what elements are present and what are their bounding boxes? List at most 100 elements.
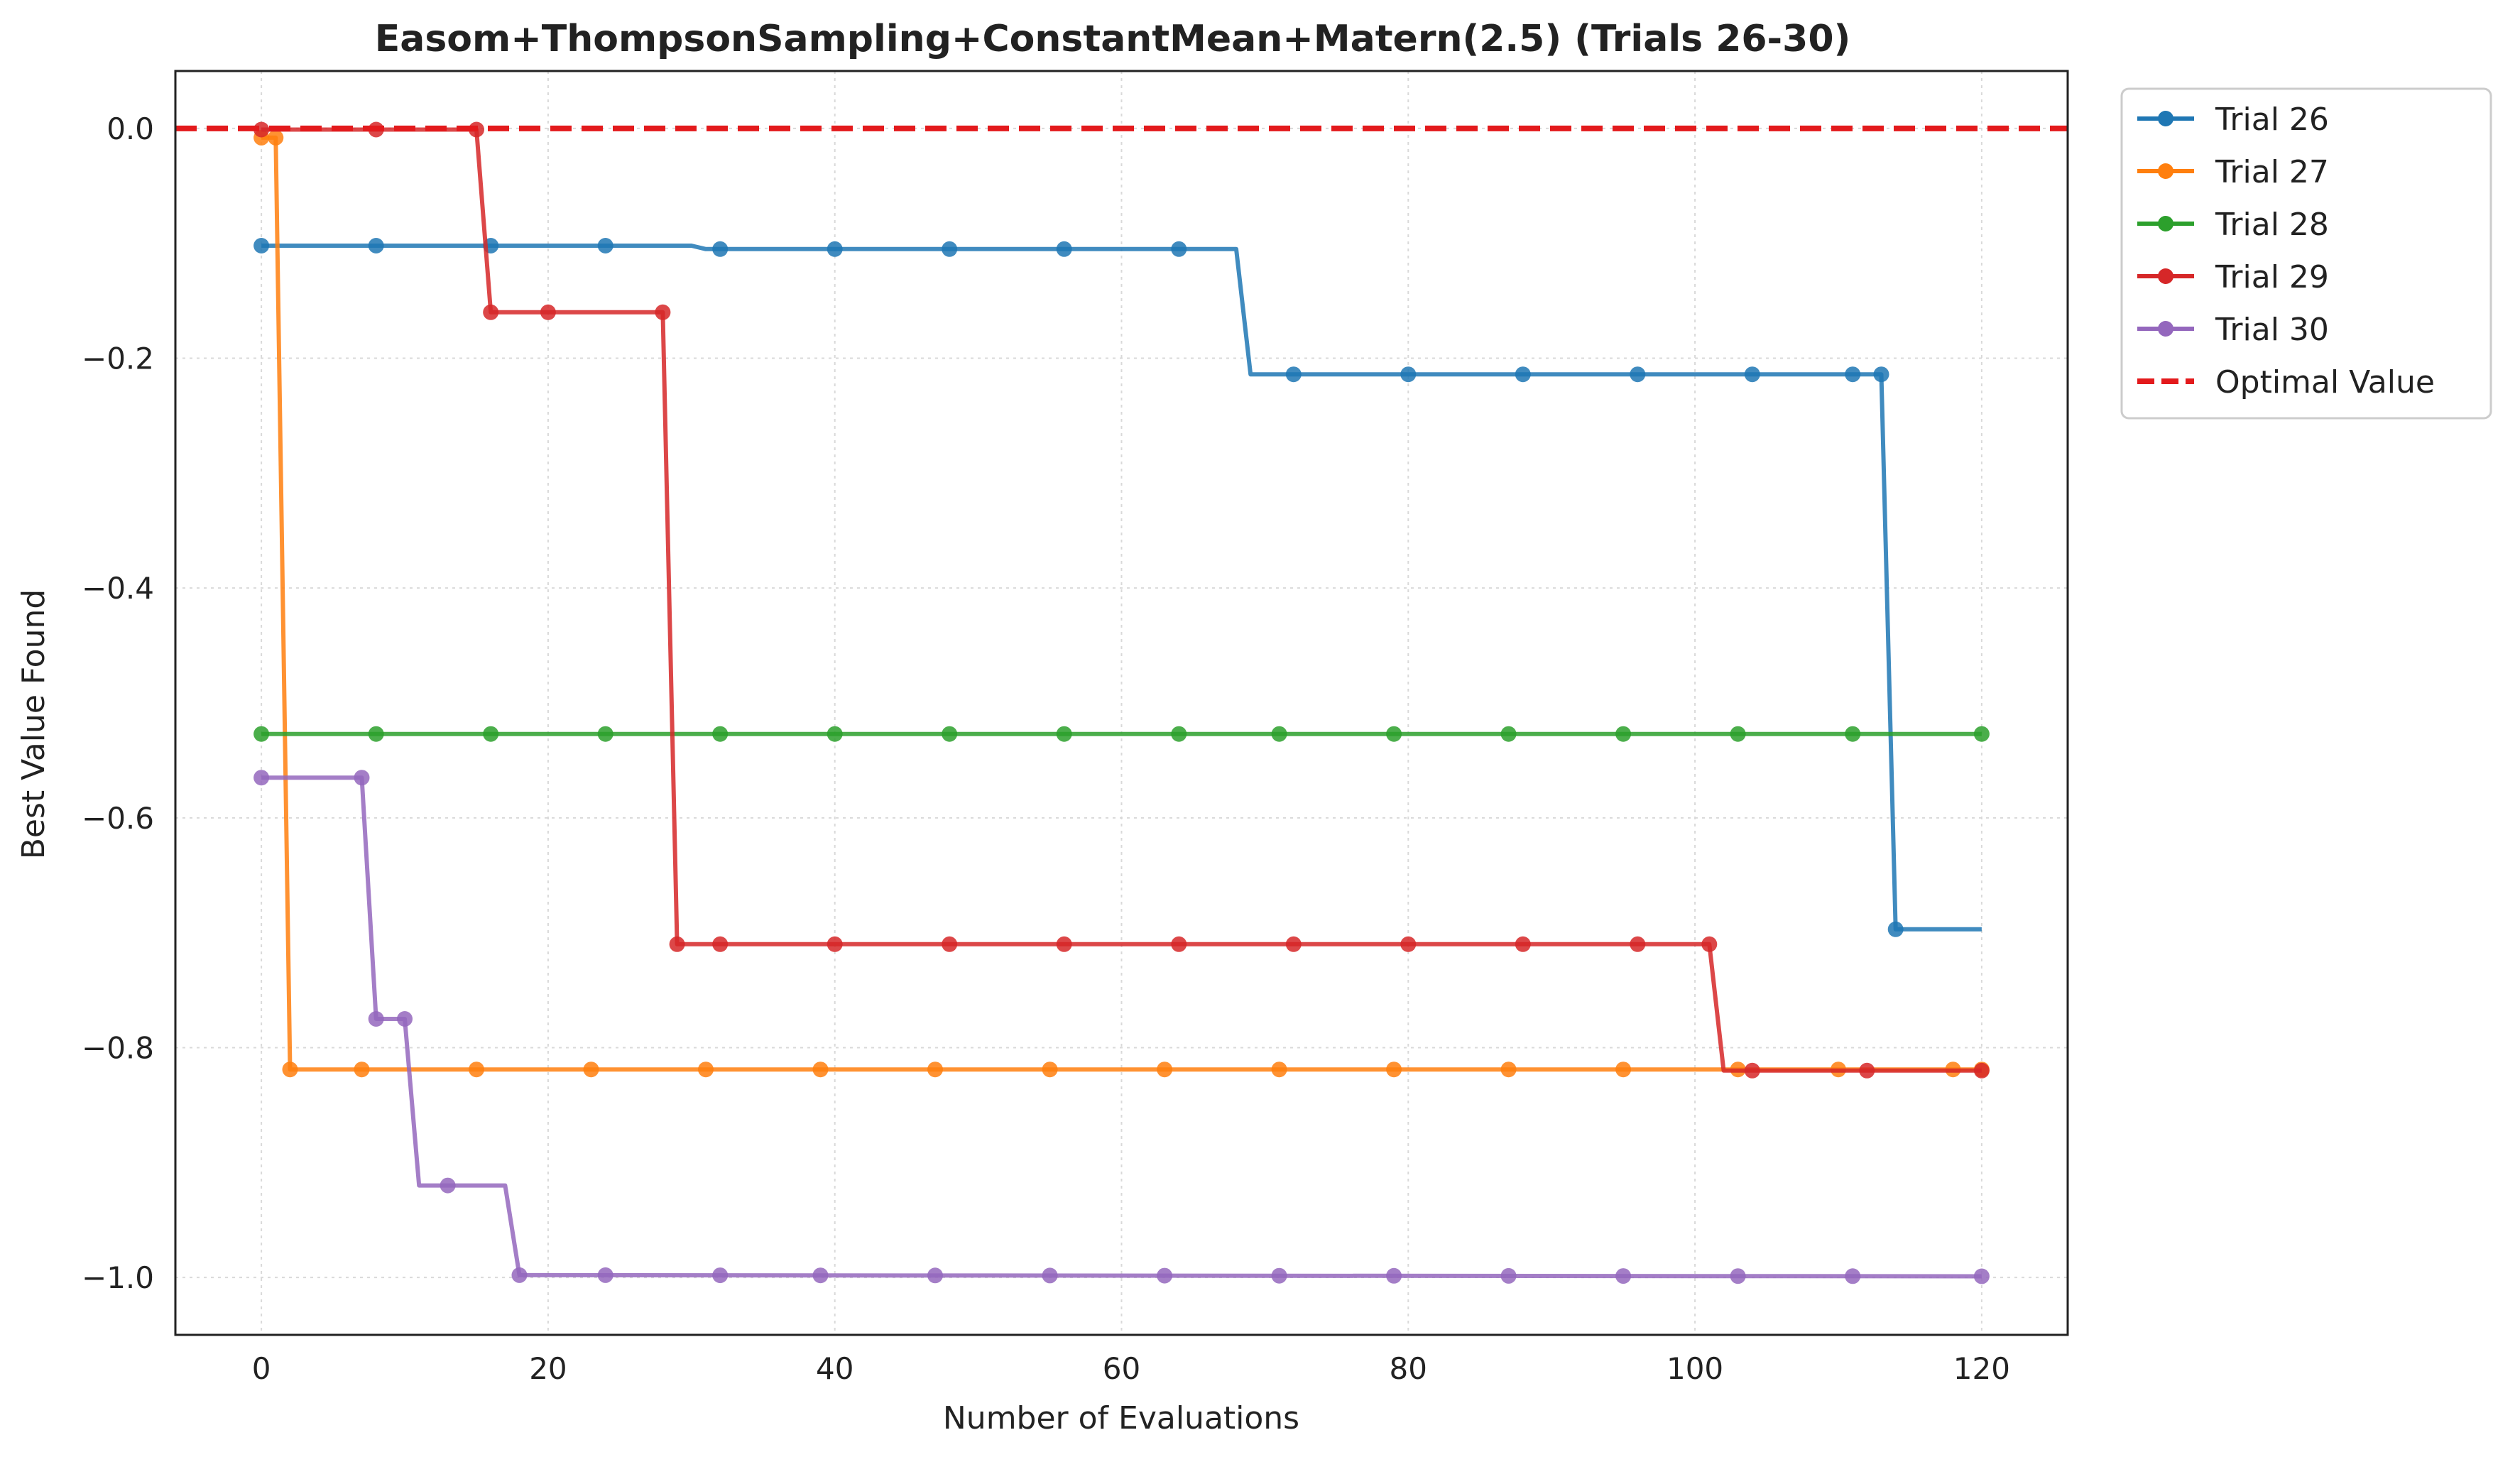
series-point xyxy=(712,726,729,742)
series-point xyxy=(368,238,384,253)
y-tick-label: −0.4 xyxy=(82,571,154,606)
series-point xyxy=(1386,1062,1402,1078)
series-point xyxy=(1285,366,1302,383)
series-line xyxy=(261,775,1982,1279)
series-point xyxy=(540,304,556,320)
legend-marker xyxy=(2158,216,2173,231)
series-point xyxy=(1873,366,1889,383)
series-point xyxy=(1515,366,1531,383)
series-point xyxy=(1630,936,1646,952)
chart-title: Easom+ThompsonSampling+ConstantMean+Mate… xyxy=(375,18,1851,60)
series-point xyxy=(1271,1267,1287,1284)
series-point xyxy=(1171,241,1187,257)
series-line xyxy=(261,244,1982,932)
series-point xyxy=(1285,936,1302,952)
y-axis-label: Best Value Found xyxy=(16,589,52,860)
series-point xyxy=(483,304,499,320)
x-tick-label: 0 xyxy=(252,1351,271,1386)
series-point xyxy=(397,1011,413,1027)
series-point xyxy=(1500,1062,1517,1078)
series-point xyxy=(1744,1062,1760,1079)
series-trial-27 xyxy=(253,129,1990,1078)
x-tick-label: 100 xyxy=(1667,1351,1723,1386)
legend-box xyxy=(2120,87,2492,420)
series-point xyxy=(827,936,843,952)
x-axis-label: Number of Evaluations xyxy=(943,1400,1299,1436)
series-point xyxy=(469,1062,484,1078)
series-point xyxy=(812,1267,829,1284)
series-trial-30 xyxy=(253,770,1990,1284)
plot-frame xyxy=(174,70,2069,1336)
legend-marker xyxy=(2158,268,2173,284)
series-point xyxy=(1615,1268,1632,1284)
series-point xyxy=(1500,726,1517,742)
legend-marker xyxy=(2158,163,2173,179)
legend-label: Trial 26 xyxy=(2215,102,2329,138)
y-axis-ticks: 0.0 −0.2 −0.4 −0.6 −0.8 −1.0 xyxy=(82,111,154,1295)
series-point xyxy=(1845,366,1861,383)
series-point xyxy=(812,1062,829,1078)
y-tick-label: −0.6 xyxy=(82,801,154,836)
legend-entry: Trial 29 xyxy=(2137,259,2329,295)
plot-area xyxy=(175,121,2068,1284)
series-point xyxy=(1400,936,1417,952)
series-point xyxy=(827,241,843,257)
series-trial-28 xyxy=(253,726,1990,742)
series-point xyxy=(827,726,843,742)
series-point xyxy=(1056,241,1072,257)
series-point xyxy=(1171,726,1187,742)
series-point xyxy=(253,770,270,786)
series-point xyxy=(354,1062,370,1078)
series-point xyxy=(712,936,729,952)
x-tick-label: 60 xyxy=(1103,1351,1140,1386)
series-line xyxy=(261,127,1982,1073)
series-point xyxy=(1157,1062,1173,1078)
series-point xyxy=(698,1062,714,1078)
series-point xyxy=(1845,1268,1861,1284)
series-point xyxy=(1157,1267,1173,1284)
series-point xyxy=(1400,366,1417,383)
series-point xyxy=(1973,726,1990,742)
series-point xyxy=(712,241,729,257)
series-point xyxy=(1271,726,1287,742)
series-point xyxy=(511,1267,528,1283)
series-point xyxy=(1630,366,1646,383)
legend-entry: Optimal Value xyxy=(2137,364,2435,400)
legend-entry: Trial 26 xyxy=(2137,102,2329,138)
y-tick-label: 0.0 xyxy=(107,111,154,146)
series-layer xyxy=(253,121,1990,1284)
legend-marker xyxy=(2158,321,2173,337)
legend-entry: Trial 28 xyxy=(2137,207,2329,243)
y-tick-label: −0.8 xyxy=(82,1030,154,1065)
series-point xyxy=(1386,1267,1402,1284)
series-point xyxy=(942,726,958,742)
series-point xyxy=(583,1062,599,1078)
series-point xyxy=(597,238,613,253)
series-point xyxy=(1730,726,1746,742)
x-tick-label: 80 xyxy=(1390,1351,1427,1386)
series-point xyxy=(927,1267,943,1284)
series-point xyxy=(1515,936,1531,952)
x-axis-ticks: 0 20 40 60 80 100 120 xyxy=(252,1351,2010,1386)
series-point xyxy=(597,726,613,742)
series-point xyxy=(942,936,958,952)
legend-label: Optimal Value xyxy=(2215,364,2435,400)
series-point xyxy=(1056,726,1072,742)
x-tick-label: 20 xyxy=(529,1351,567,1386)
series-point xyxy=(669,936,685,952)
series-point xyxy=(655,304,671,320)
series-point xyxy=(253,726,270,742)
series-point xyxy=(1271,1062,1287,1078)
x-tick-label: 40 xyxy=(816,1351,853,1386)
y-tick-label: −0.2 xyxy=(82,342,154,376)
legend-marker xyxy=(2158,111,2173,126)
series-point xyxy=(1973,1268,1990,1284)
series-point xyxy=(942,241,958,257)
series-point xyxy=(1615,1062,1632,1078)
series-point xyxy=(1730,1268,1746,1284)
series-point xyxy=(368,1011,384,1027)
legend-label: Trial 30 xyxy=(2215,312,2329,348)
series-trial-26 xyxy=(253,238,1982,937)
